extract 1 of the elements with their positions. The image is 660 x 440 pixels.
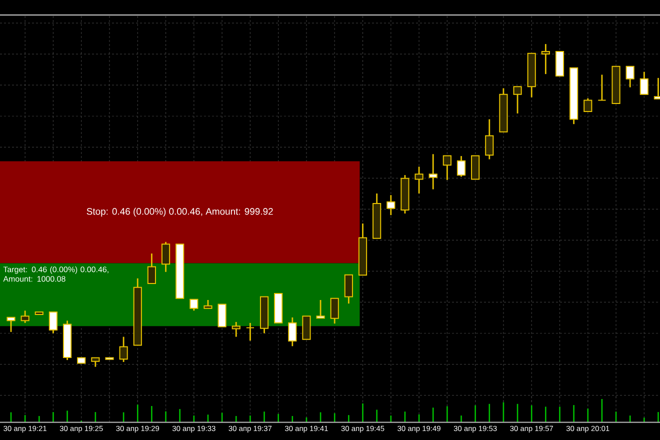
band-label: Stop: 0.46 (0.00%) 0.00.46, Amount: 999.92: [86, 208, 273, 217]
